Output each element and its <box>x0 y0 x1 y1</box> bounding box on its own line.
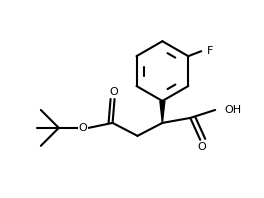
Text: O: O <box>109 87 118 97</box>
Text: OH: OH <box>224 105 241 115</box>
Polygon shape <box>160 101 165 123</box>
Text: F: F <box>207 46 213 56</box>
Text: O: O <box>78 123 87 133</box>
Text: O: O <box>198 142 207 152</box>
